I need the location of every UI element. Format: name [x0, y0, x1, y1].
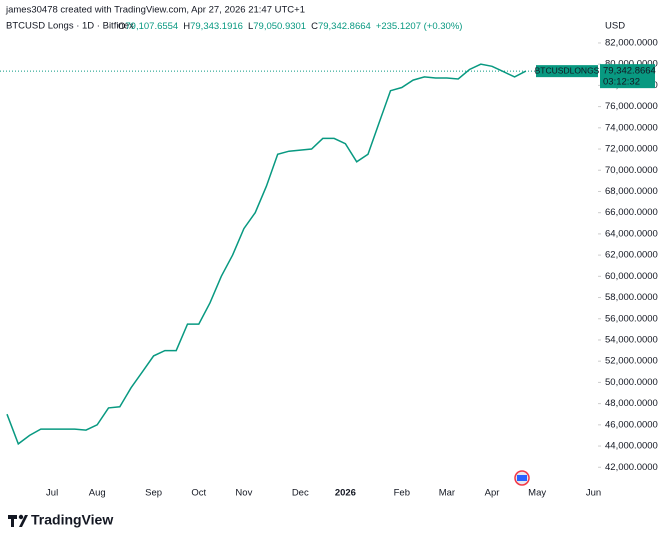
ohlc-key: H	[183, 21, 190, 32]
y-tick-label: 74,000.0000	[605, 122, 658, 133]
y-tick-label: 46,000.0000	[605, 419, 658, 430]
x-tick-label: May	[528, 488, 546, 499]
ohlc-legend: O79,107.6554 H79,343.1916 L79,050.9301 C79,…	[118, 21, 462, 32]
y-tick-label: 52,000.0000	[605, 356, 658, 367]
ohlc-value: 79,107.6554	[125, 21, 178, 32]
ohlc-value: 79,342.8664	[318, 21, 371, 32]
y-tick-label: 58,000.0000	[605, 292, 658, 303]
ohlc-value: 79,050.9301	[253, 21, 306, 32]
ohlc-value: 79,343.1916	[190, 21, 243, 32]
logo	[8, 514, 28, 527]
x-tick-label: 2026	[335, 488, 356, 499]
x-tick-label: Sep	[145, 488, 162, 499]
change: +235.1207 (+0.30%)	[376, 21, 463, 32]
x-tick-label: Nov	[235, 488, 252, 499]
x-tick-label: Jun	[586, 488, 601, 499]
y-tick-label: 70,000.0000	[605, 165, 658, 176]
credit: james30478 created with TradingView.com,…	[5, 5, 305, 16]
y-tick-label: 54,000.0000	[605, 334, 658, 345]
currency: USD	[605, 21, 625, 32]
y-tick-label: 68,000.0000	[605, 186, 658, 197]
brand: TradingView	[31, 512, 113, 528]
y-tick-label: 76,000.0000	[605, 101, 658, 112]
ohlc-key: L	[248, 21, 253, 32]
y-tick-label: 48,000.0000	[605, 398, 658, 409]
x-tick-label: Jul	[46, 488, 58, 499]
y-tick-label: 62,000.0000	[605, 250, 658, 261]
y-tick-label: 64,000.0000	[605, 228, 658, 239]
y-tick-label: 82,000.0000	[605, 37, 658, 48]
price-name: BTCUSDLONGS	[535, 65, 600, 75]
price-name-box	[536, 65, 598, 78]
event-icon	[514, 470, 530, 486]
x-tick-label: Aug	[89, 488, 106, 499]
y-tick-label: 44,000.0000	[605, 441, 658, 452]
x-tick-label: Apr	[485, 488, 500, 499]
x-tick-label: Feb	[394, 488, 410, 499]
y-tick-label: 60,000.0000	[605, 271, 658, 282]
countdown: 03:12:32	[603, 77, 640, 88]
x-tick-label: Mar	[439, 488, 455, 499]
ohlc-key: C	[311, 21, 318, 32]
x-tick-label: Dec	[292, 488, 309, 499]
chart-title: BTCUSD Longs · 1D · Bitfinex	[6, 21, 134, 32]
y-tick-label: 66,000.0000	[605, 207, 658, 218]
price-value: 79,342.8664	[603, 66, 656, 77]
y-tick-label: 72,000.0000	[605, 144, 658, 155]
ohlc-key: O	[118, 21, 125, 32]
price-line	[6, 63, 527, 446]
y-tick-label: 50,000.0000	[605, 377, 658, 388]
y-tick-label: 42,000.0000	[605, 462, 658, 473]
x-tick-label: Oct	[191, 488, 206, 499]
price-box	[600, 64, 655, 89]
y-tick-label: 56,000.0000	[605, 313, 658, 324]
